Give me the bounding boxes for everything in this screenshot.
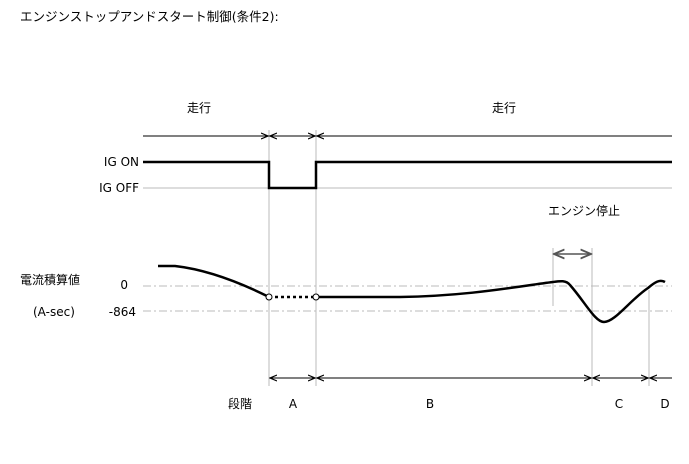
label-running-2: 走行 [492, 101, 516, 115]
label-ig-on: IG ON [104, 155, 139, 169]
label-ig-off: IG OFF [99, 181, 139, 195]
label-phase-a: A [289, 397, 298, 411]
grid-lines [143, 130, 672, 386]
label-current-integral: 電流積算値 [20, 272, 80, 287]
label-engine-stop: エンジン停止 [548, 203, 620, 218]
current-integral-curve-2 [316, 279, 666, 324]
current-integral-curve [158, 264, 270, 299]
label-phase-d: D [660, 397, 669, 411]
point-ig-on [312, 293, 320, 301]
ig-signal [143, 160, 672, 190]
label-zero: 0 [120, 278, 128, 292]
diagram-title: エンジンストップアンドスタート制御(条件2): [20, 9, 279, 24]
label-running-1: 走行 [187, 101, 211, 115]
label-phase: 段階 [228, 396, 252, 411]
label-phase-c: C [615, 397, 623, 411]
label-phase-b: B [426, 397, 434, 411]
label-threshold: -864 [109, 305, 136, 319]
label-unit: (A-sec) [33, 305, 75, 319]
point-ig-off [265, 293, 273, 301]
